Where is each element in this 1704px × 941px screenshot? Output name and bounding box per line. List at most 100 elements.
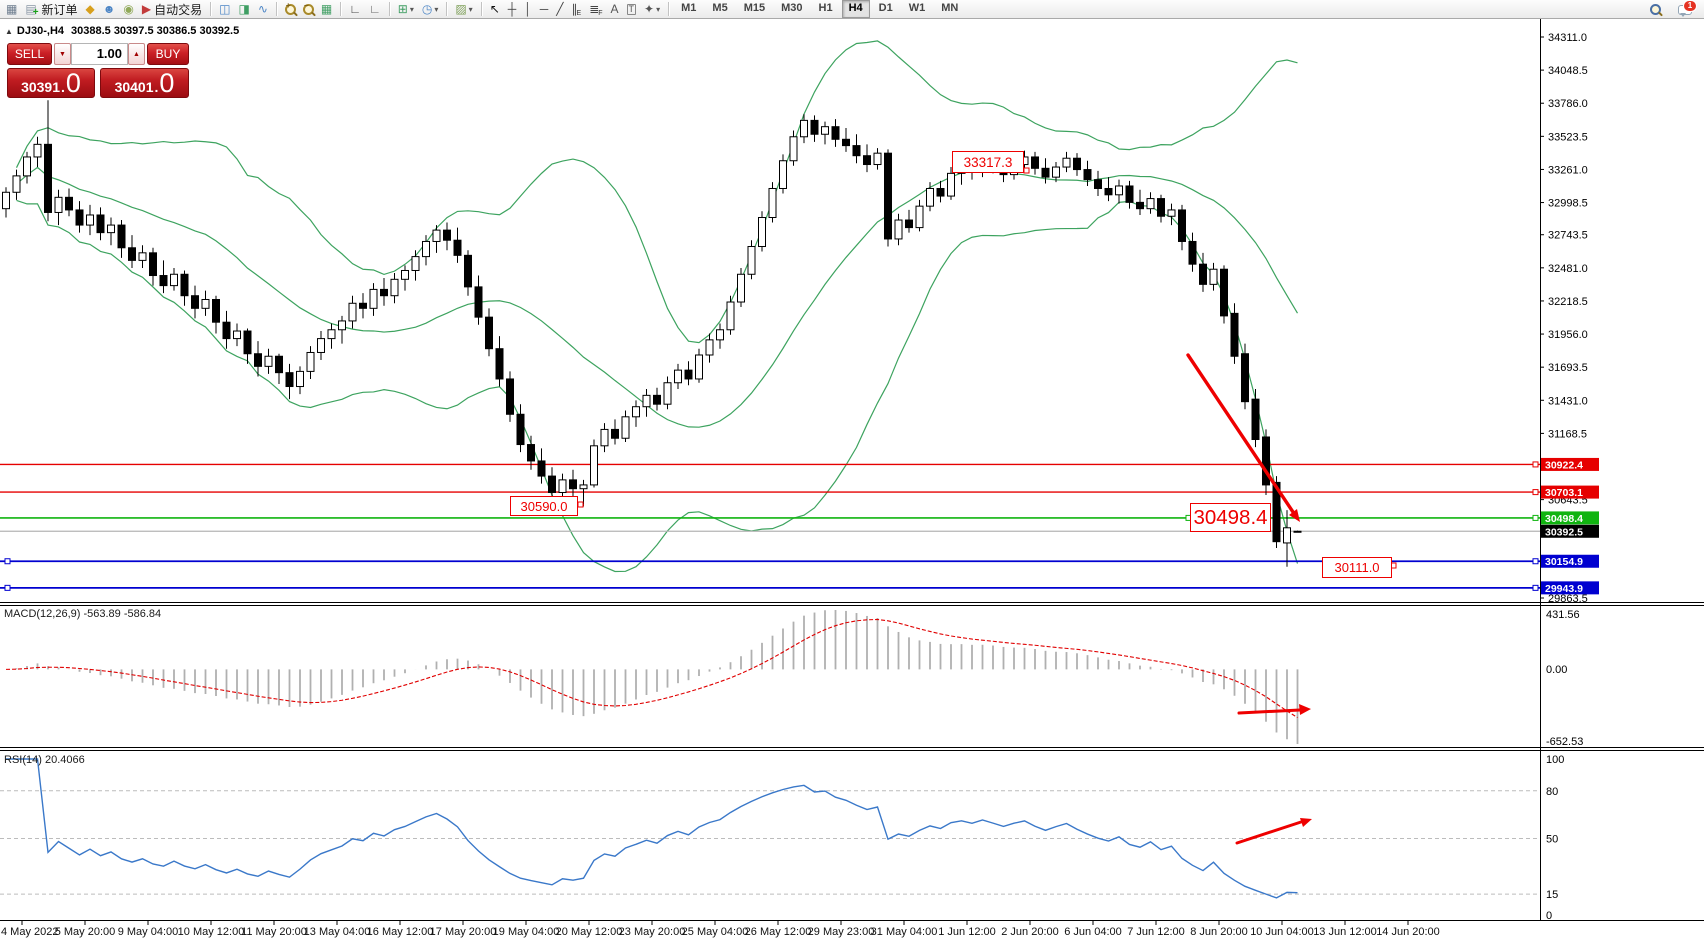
timeframe-m1[interactable]: M1 <box>681 2 697 14</box>
rsi-axis-label: 80 <box>1546 786 1558 798</box>
zoom-out-icon[interactable]: − <box>299 0 317 18</box>
candle <box>821 126 829 135</box>
price-annotation[interactable]: 33317.3 <box>952 151 1024 173</box>
candle <box>1094 179 1102 189</box>
data-window-icon[interactable]: ∟ <box>345 0 365 18</box>
candle <box>359 302 367 309</box>
candle <box>1220 268 1228 317</box>
candle <box>1125 185 1134 203</box>
crosshair-tool[interactable]: ┼ <box>504 0 521 18</box>
label-tool[interactable]: T <box>623 0 641 18</box>
price-chart-canvas[interactable]: 34311.0 34048.5 33786.0 33523.5 33261.0 32998… <box>0 18 1704 941</box>
candle <box>296 370 304 388</box>
line-handle[interactable] <box>4 558 11 565</box>
collapse-panel-icon[interactable]: ▲ <box>5 27 13 36</box>
crosshair-window-icon[interactable]: ∟ <box>365 0 385 18</box>
indicator-window-icon[interactable]: ▦ <box>2 0 21 18</box>
horizontal-line-tool[interactable]: ─ <box>536 0 553 18</box>
styles-icon[interactable]: ◆ <box>82 0 99 18</box>
trendline-tool[interactable]: ╱ <box>552 0 567 18</box>
candle <box>1031 156 1039 169</box>
community-icon[interactable]: ☻ <box>99 0 120 18</box>
candle <box>75 209 84 226</box>
autotrade-button[interactable]: ▶ 自动交易 <box>138 0 206 18</box>
line-handle[interactable] <box>1532 558 1539 565</box>
line-handle[interactable] <box>1532 461 1539 468</box>
cursor-tool: ↖ <box>489 2 500 16</box>
line-chart-mode-icon[interactable]: ∿ <box>254 0 272 18</box>
timeframe-d1[interactable]: D1 <box>878 2 893 14</box>
shapes-tool-dropdown[interactable]: ▾ <box>656 4 661 14</box>
buy-price-button[interactable]: 30401. 0 <box>100 68 189 98</box>
channel-tool[interactable]: ∥ E <box>571 2 582 17</box>
date-label: 11 May 20:00 <box>241 926 307 938</box>
sell-price-button[interactable]: 30391. 0 <box>7 68 95 98</box>
zoom-out-icon: − <box>302 1 316 17</box>
chart-profile-icon[interactable]: ▨ ▾ <box>451 0 476 18</box>
periods-icon[interactable]: ◷ ▾ <box>418 0 443 18</box>
zoom-in-icon[interactable]: + <box>281 0 299 18</box>
volume-increase-button[interactable]: ▲ <box>128 43 145 65</box>
trend-arrow[interactable] <box>1186 353 1295 514</box>
bar-chart-mode-icon[interactable]: ◫ <box>215 0 234 18</box>
candle <box>1146 198 1155 210</box>
price-tag-label: 29943.9 <box>1545 583 1583 595</box>
candle <box>905 219 913 229</box>
line-handle[interactable] <box>1532 584 1539 591</box>
periods-icon-dropdown[interactable]: ▾ <box>434 4 439 14</box>
timeframe-h4[interactable]: H4 <box>841 0 870 18</box>
line-handle[interactable] <box>1532 489 1539 496</box>
vertical-line-tool[interactable]: │ <box>520 0 536 18</box>
search-icon[interactable] <box>1646 0 1664 18</box>
price-annotation[interactable]: 30111.0 <box>1322 557 1392 578</box>
cursor-tool[interactable]: ↖ <box>486 0 504 18</box>
rsi-arrow-head <box>1300 818 1312 827</box>
date-label: 9 May 04:00 <box>118 926 179 938</box>
candle <box>579 484 588 490</box>
price-tick-label: 33523.5 <box>1548 131 1588 143</box>
fibonacci-tool[interactable]: ≣ F <box>589 2 603 17</box>
volume-input[interactable]: 1.00 <box>71 43 128 65</box>
candle <box>2 191 10 210</box>
macd-arrow[interactable] <box>1237 708 1302 715</box>
volume-decrease-button[interactable]: ▼ <box>54 43 71 65</box>
price-annotation[interactable]: 30590.0 <box>510 496 578 516</box>
new-order-button[interactable]: ▤ + 新订单 <box>25 2 78 18</box>
rsi-arrow[interactable] <box>1235 820 1303 845</box>
timeframe-w1[interactable]: W1 <box>908 2 926 14</box>
candle <box>716 329 724 341</box>
timeframe-mn[interactable]: MN <box>941 2 959 14</box>
text-tool[interactable]: A <box>607 0 623 18</box>
price-tag <box>1541 457 1599 471</box>
broadcast-icon[interactable]: ◉ <box>119 0 137 18</box>
new-chart-icon[interactable]: ⊞ ▾ <box>394 0 418 18</box>
new-chart-icon-dropdown[interactable]: ▾ <box>409 4 414 14</box>
line-handle[interactable] <box>1532 514 1539 521</box>
indicator-window-icon: ▦ <box>6 2 18 16</box>
toolbar-separator <box>275 2 277 16</box>
horizontal-line-tool: ─ <box>539 2 549 16</box>
tile-windows-icon[interactable]: ▦ <box>317 0 336 18</box>
timeframe-m5[interactable]: M5 <box>712 2 728 14</box>
new-order-button: ▤ <box>25 2 37 16</box>
timeframe-m30[interactable]: M30 <box>781 2 803 14</box>
buy-button[interactable]: BUY <box>147 43 189 65</box>
candle <box>1283 527 1291 544</box>
candlestick-mode-icon: ◨ <box>238 2 250 16</box>
price-annotation[interactable]: 30498.4 <box>1190 503 1271 532</box>
trend-arrow-head <box>1289 509 1300 522</box>
chart-profile-icon-dropdown[interactable]: ▾ <box>468 4 473 14</box>
candle <box>506 378 514 415</box>
annotation-handle[interactable] <box>1023 167 1030 174</box>
timeframe-h1[interactable]: H1 <box>818 2 833 14</box>
macd-signal-line <box>5 618 1298 719</box>
notifications-icon[interactable]: 1 <box>1674 0 1697 18</box>
timeframe-m15[interactable]: M15 <box>743 2 766 14</box>
sell-button[interactable]: SELL <box>7 43 52 65</box>
price-tag-label: 30392.5 <box>1545 526 1583 538</box>
candle <box>789 136 798 162</box>
line-handle[interactable] <box>4 584 11 591</box>
candlestick-mode-icon[interactable]: ◨ <box>235 0 254 18</box>
annotation-handle[interactable] <box>577 501 584 508</box>
shapes-tool[interactable]: ✦ ▾ <box>640 0 664 18</box>
